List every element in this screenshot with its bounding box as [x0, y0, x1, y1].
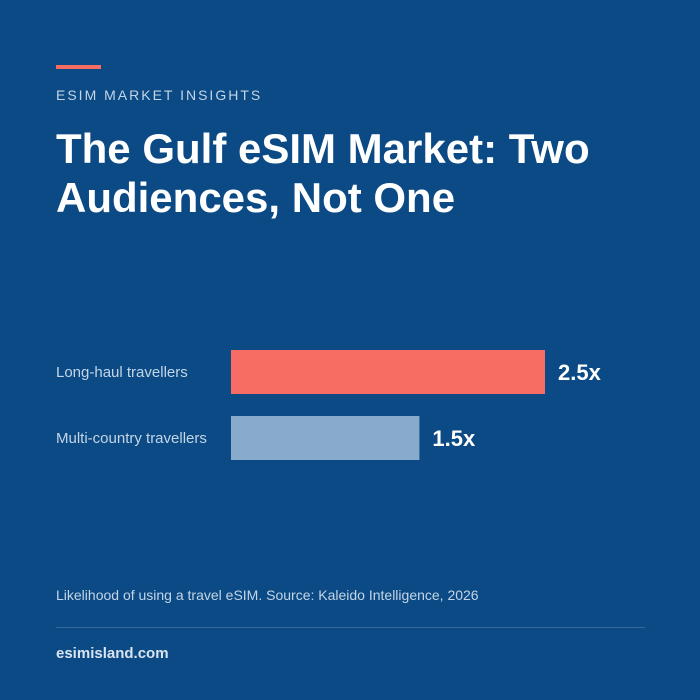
bar: [231, 416, 420, 460]
value-label: 2.5x: [558, 360, 602, 385]
page-title: The Gulf eSIM Market: Two Audiences, Not…: [56, 125, 590, 221]
accent-rule: [56, 65, 101, 69]
chart-caption: Likelihood of using a travel eSIM. Sourc…: [56, 587, 479, 603]
eyebrow-label: ESIM MARKET INSIGHTS: [56, 87, 263, 103]
bar-chart: Long-haul travellers 2.5x Multi-country tr…: [56, 350, 602, 460]
category-label: Long-haul travellers: [56, 364, 188, 381]
bar: [231, 350, 545, 394]
footer-site: esimisland.com: [56, 645, 169, 662]
category-label: Multi-country travellers: [56, 430, 207, 447]
footer-divider: [56, 627, 645, 628]
value-label: 1.5x: [432, 426, 476, 451]
